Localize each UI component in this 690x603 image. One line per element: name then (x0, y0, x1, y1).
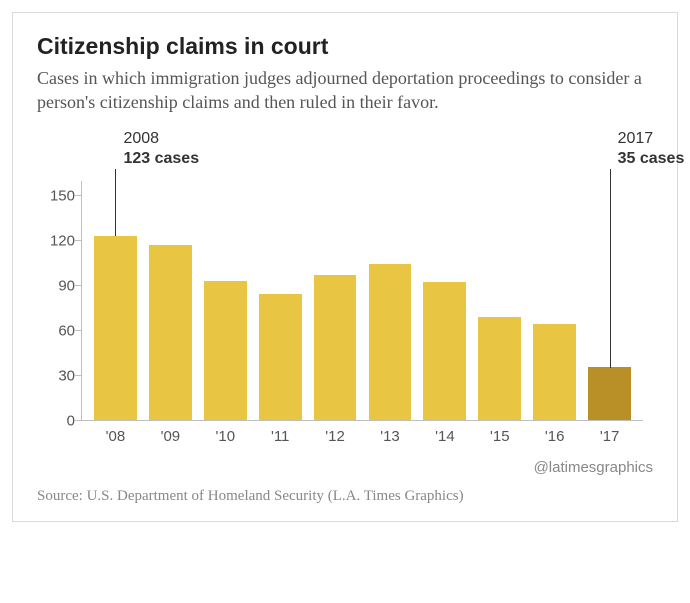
x-axis-label: '10 (215, 428, 235, 445)
callout-cases: 35 cases (618, 150, 685, 167)
x-axis-label: '12 (325, 428, 345, 445)
chart-subtitle: Cases in which immigration judges adjour… (37, 66, 653, 115)
y-axis-tick (75, 420, 81, 421)
callout: 2017 35 cases (618, 129, 685, 169)
callout-year: 2017 (618, 130, 654, 147)
y-axis-label: 60 (37, 322, 75, 339)
bar (259, 294, 302, 419)
y-axis-label: 120 (37, 232, 75, 249)
x-axis-label: '17 (600, 428, 620, 445)
bar (314, 275, 357, 420)
bar (149, 245, 192, 420)
y-axis-tick (75, 240, 81, 241)
bar (478, 317, 521, 420)
y-axis-tick (75, 375, 81, 376)
bar (423, 282, 466, 419)
y-axis-tick (75, 285, 81, 286)
x-axis-label: '15 (490, 428, 510, 445)
credit-line: @latimesgraphics (37, 459, 653, 476)
plot-region: '08'09'10'11'12'13'14'15'16'17 (81, 181, 643, 421)
x-axis-label: '11 (271, 428, 289, 445)
y-axis-label: 30 (37, 367, 75, 384)
chart-title: Citizenship claims in court (37, 33, 653, 60)
chart-card: Citizenship claims in court Cases in whi… (12, 12, 678, 522)
callout-year: 2008 (123, 130, 159, 147)
x-axis-label: '09 (161, 428, 181, 445)
y-axis-tick (75, 195, 81, 196)
bar-slot: '10 (198, 181, 253, 420)
bar-slot: '11 (253, 181, 308, 420)
x-axis-label: '16 (545, 428, 565, 445)
callout-leader (115, 169, 116, 237)
y-axis-label: 90 (37, 277, 75, 294)
y-axis-label: 0 (37, 412, 75, 429)
bars-container: '08'09'10'11'12'13'14'15'16'17 (82, 181, 643, 420)
bar (533, 324, 576, 420)
callout-cases: 123 cases (123, 150, 199, 167)
bar-slot: '12 (308, 181, 363, 420)
bar (204, 281, 247, 420)
chart-area: '08'09'10'11'12'13'14'15'16'17 030609012… (37, 125, 653, 455)
bar (94, 236, 137, 420)
x-axis-label: '13 (380, 428, 400, 445)
bar-slot: '09 (143, 181, 198, 420)
bar (369, 264, 412, 419)
y-axis-label: 150 (37, 187, 75, 204)
source-line: Source: U.S. Department of Homeland Secu… (37, 488, 653, 505)
bar-slot: '16 (527, 181, 582, 420)
x-axis-label: '14 (435, 428, 455, 445)
callout-leader (610, 169, 611, 369)
bar-slot: '14 (417, 181, 472, 420)
bar (588, 367, 631, 419)
callout: 2008 123 cases (123, 129, 199, 169)
bar-slot: '13 (363, 181, 418, 420)
y-axis-tick (75, 330, 81, 331)
x-axis-label: '08 (106, 428, 126, 445)
bar-slot: '15 (472, 181, 527, 420)
